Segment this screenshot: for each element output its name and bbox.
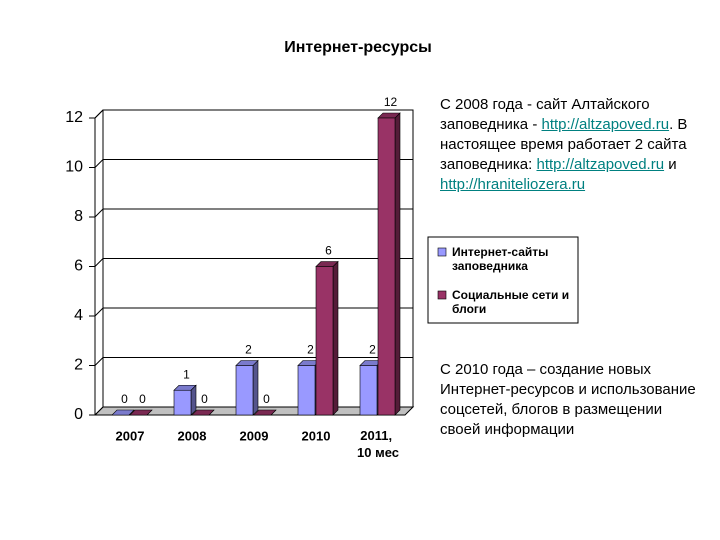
data-label: 0 xyxy=(121,392,128,406)
grid-depth xyxy=(94,307,104,317)
chart-title: Интернет-ресурсы xyxy=(284,39,432,56)
legend-box xyxy=(427,236,579,324)
grid-depth xyxy=(94,109,104,119)
paragraph: С 2010 года – создание новых Интернет-ре… xyxy=(440,360,702,440)
data-label: 1 xyxy=(183,367,190,381)
x-tick-label: 2010 xyxy=(302,428,331,443)
y-tick-label: 8 xyxy=(74,208,83,225)
paragraph: С 2008 года - сайт Алтайского заповедник… xyxy=(440,95,702,195)
bar-top xyxy=(191,409,215,416)
bar xyxy=(359,365,378,416)
y-tick-label: 0 xyxy=(74,406,83,423)
grid-depth xyxy=(94,159,104,168)
bar-top xyxy=(253,409,277,416)
x-tick-label: 2009 xyxy=(240,428,269,443)
y-tick-label: 12 xyxy=(65,109,83,126)
data-label: 12 xyxy=(384,95,398,109)
bar-top xyxy=(111,409,135,416)
data-label: 2 xyxy=(245,343,252,357)
link[interactable]: http://hraniteliozera.ru xyxy=(440,176,586,193)
bar xyxy=(173,389,192,416)
bar-side xyxy=(394,112,401,416)
data-label: 0 xyxy=(139,392,146,406)
legend-label: Интернет-сайты заповедника xyxy=(452,245,549,273)
bar-side xyxy=(332,260,339,416)
x-tick-label: 2011, 10 мес xyxy=(357,428,399,460)
x-tick-label: 2007 xyxy=(116,428,145,443)
bar xyxy=(377,117,396,416)
link[interactable]: http://altzapoved.ru xyxy=(536,156,665,173)
y-tick-label: 6 xyxy=(74,258,83,275)
bar xyxy=(235,365,254,416)
data-label: 0 xyxy=(201,392,208,406)
y-tick-label: 4 xyxy=(74,307,83,324)
link[interactable]: http://altzapoved.ru xyxy=(541,116,670,133)
text: С 2010 года – создание новых Интернет-ре… xyxy=(440,361,696,438)
legend-swatch xyxy=(437,290,447,300)
text: и xyxy=(664,156,677,173)
text: С 2008 года - сайт Алтайского заповедник… xyxy=(440,96,650,133)
legend-swatch xyxy=(437,247,447,257)
legend-label: Социальные сети и блоги xyxy=(452,288,570,316)
bar xyxy=(297,365,316,416)
data-label: 2 xyxy=(307,343,314,357)
grid-depth xyxy=(94,208,104,218)
grid-depth xyxy=(94,357,104,366)
bar-side xyxy=(252,359,259,416)
bar-top xyxy=(129,409,153,416)
y-tick-label: 10 xyxy=(65,159,83,176)
grid-depth xyxy=(94,258,104,267)
data-label: 6 xyxy=(325,244,332,258)
x-tick-label: 2008 xyxy=(178,428,207,443)
data-label: 2 xyxy=(369,343,376,357)
data-label: 0 xyxy=(263,392,270,406)
y-tick-label: 2 xyxy=(74,357,83,374)
grid-depth xyxy=(94,406,104,416)
bar xyxy=(315,266,334,416)
text: . В настоящее время работает 2 сайта зап… xyxy=(440,116,688,173)
